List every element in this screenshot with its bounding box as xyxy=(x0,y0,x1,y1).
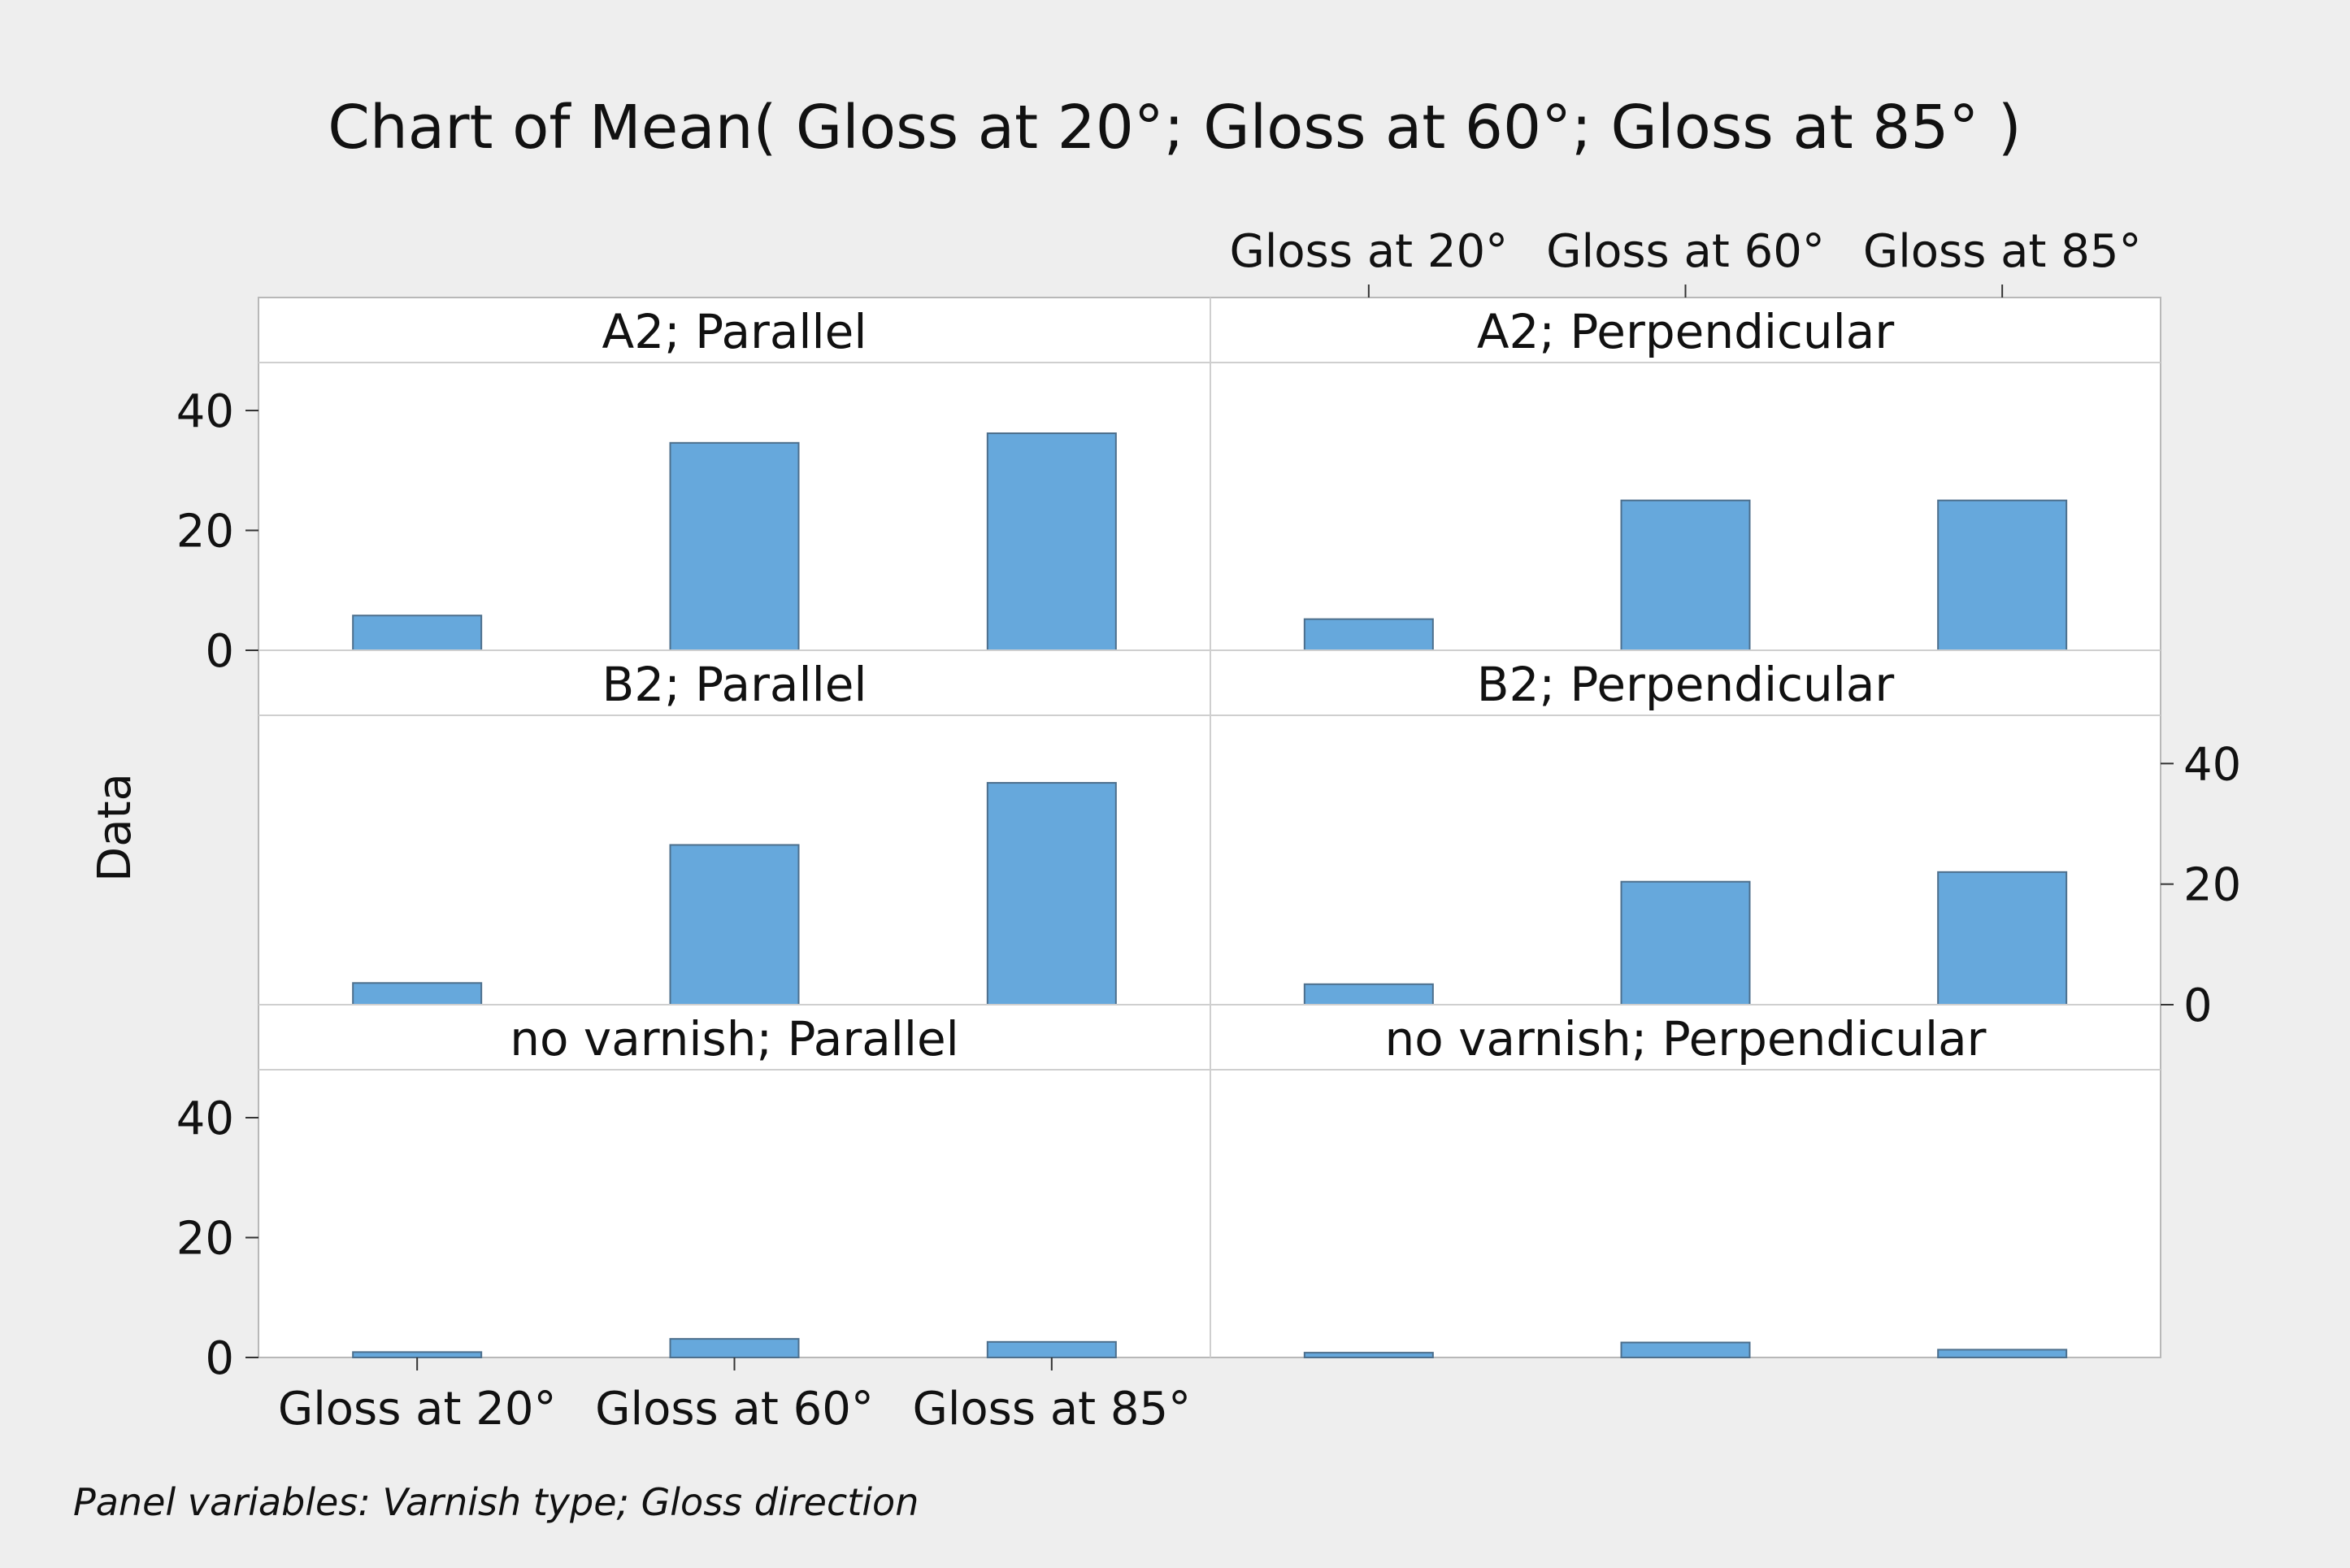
bar-no-varnish-parallel-3 xyxy=(986,1340,1117,1358)
bar-a2-parallel-1 xyxy=(352,615,483,651)
x-tick-label-top: Gloss at 20° xyxy=(1229,225,1508,278)
footnote: Panel variables: Varnish type; Gloss dir… xyxy=(73,1480,919,1524)
panel-label: A2; Parallel xyxy=(602,304,867,359)
y-tick-label: 40 xyxy=(176,385,234,438)
bar-no-varnish-parallel-1 xyxy=(352,1351,483,1359)
y-tick-label: 0 xyxy=(205,625,234,678)
bar-no-varnish-parallel-2 xyxy=(669,1338,800,1358)
x-tick-label-top: Gloss at 60° xyxy=(1546,225,1825,278)
bar-b2-perpendicular-2 xyxy=(1620,880,1751,1006)
y-tick-label: 0 xyxy=(2183,979,2213,1032)
y-tick-label: 40 xyxy=(176,1092,234,1145)
y-tick-label: 20 xyxy=(176,506,234,558)
x-tick-label-top: Gloss at 85° xyxy=(1863,225,2142,278)
bar-b2-perpendicular-1 xyxy=(1303,983,1434,1006)
bar-no-varnish-perpendicular-3 xyxy=(1937,1349,2068,1358)
bar-b2-parallel-1 xyxy=(352,982,483,1006)
panel-label: no varnish; Parallel xyxy=(510,1011,959,1066)
bar-a2-perpendicular-3 xyxy=(1937,499,2068,651)
bar-b2-perpendicular-3 xyxy=(1937,871,2068,1006)
panel-label: B2; Parallel xyxy=(602,657,867,712)
x-tick-label: Gloss at 85° xyxy=(912,1383,1191,1436)
bar-a2-perpendicular-1 xyxy=(1303,618,1434,652)
x-tick-label: Gloss at 60° xyxy=(595,1383,874,1436)
bar-no-varnish-perpendicular-1 xyxy=(1303,1352,1434,1358)
bar-b2-parallel-2 xyxy=(669,844,800,1006)
panel-label: A2; Perpendicular xyxy=(1477,304,1894,359)
bar-b2-parallel-3 xyxy=(986,782,1117,1006)
y-axis-label: Data xyxy=(89,773,141,882)
panel-label: B2; Perpendicular xyxy=(1477,657,1895,712)
bar-a2-parallel-3 xyxy=(986,432,1117,652)
bar-a2-parallel-2 xyxy=(669,441,800,652)
bar-no-varnish-perpendicular-2 xyxy=(1620,1341,1751,1358)
y-tick-label: 0 xyxy=(205,1332,234,1385)
y-tick-label: 40 xyxy=(2183,738,2241,791)
chart-title: Chart of Mean( Gloss at 20°; Gloss at 60… xyxy=(328,93,2022,163)
y-tick-label: 20 xyxy=(176,1213,234,1266)
x-tick-label: Gloss at 20° xyxy=(278,1383,557,1436)
y-tick-label: 20 xyxy=(2183,859,2241,912)
bar-a2-perpendicular-2 xyxy=(1620,499,1751,651)
panel-label: no varnish; Perpendicular xyxy=(1385,1011,1987,1066)
